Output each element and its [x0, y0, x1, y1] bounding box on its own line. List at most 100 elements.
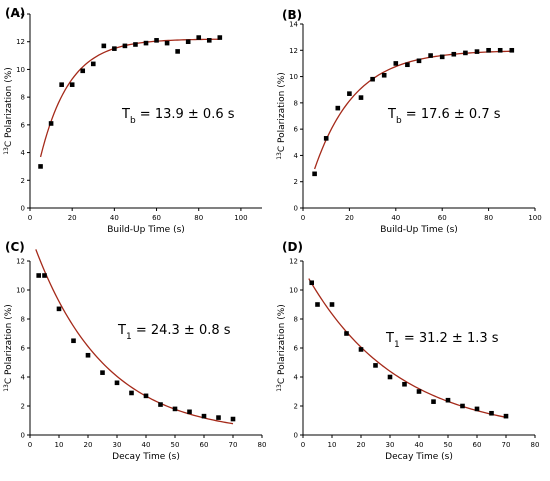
y-tick-label: 4 — [294, 152, 299, 160]
data-point — [323, 136, 329, 141]
data-point — [439, 54, 445, 60]
y-tick-label: 12 — [289, 47, 298, 55]
data-point — [133, 42, 138, 47]
x-axis-label: Build-Up Time (s) — [380, 225, 458, 235]
y-tick-label: 2 — [21, 403, 25, 411]
y-axis-label: 13C Polarization (%) — [3, 67, 15, 155]
data-point — [451, 51, 457, 57]
x-tick-label: 40 — [142, 441, 151, 449]
chart-panel-2: 0 20 40 60 80 100 0 2 4 6 8 10 12 14 Build-Up Time (s)… — [276, 8, 542, 235]
time-constant-annotation: T1 = 24.3 ± 0.8 s — [117, 323, 231, 342]
panel-label: (C) — [5, 240, 25, 254]
x-tick-label: 40 — [415, 441, 424, 449]
data-point — [509, 47, 515, 53]
y-tick-label: 6 — [294, 345, 299, 353]
data-point — [36, 273, 41, 278]
data-point — [172, 406, 178, 412]
data-point — [474, 406, 480, 412]
data-point — [101, 43, 107, 49]
data-point — [428, 53, 433, 58]
y-tick-label: 2 — [21, 177, 25, 185]
x-tick-label: 50 — [444, 441, 453, 449]
x-tick-label: 80 — [531, 441, 540, 449]
y-tick-label: 6 — [294, 126, 299, 134]
data-point — [370, 76, 375, 82]
panel-label: (D) — [282, 240, 303, 254]
y-tick-label: 12 — [289, 258, 298, 266]
y-tick-label: 0 — [294, 205, 298, 213]
x-tick-label: 60 — [200, 441, 209, 449]
data-point — [358, 347, 364, 352]
y-tick-label: 10 — [16, 287, 25, 295]
x-tick-label: 50 — [171, 441, 180, 449]
data-point — [387, 374, 393, 380]
time-constant-annotation: Tb = 13.9 ± 0.6 s — [121, 107, 235, 126]
x-tick-label: 10 — [328, 441, 337, 449]
fit-curve — [308, 278, 507, 418]
x-tick-label: 70 — [229, 441, 238, 449]
data-point — [230, 416, 236, 422]
y-tick-label: 10 — [289, 287, 298, 295]
data-point — [164, 40, 170, 46]
data-point — [71, 338, 76, 344]
data-point — [489, 410, 494, 416]
data-point — [80, 68, 86, 74]
x-tick-label: 30 — [113, 441, 122, 449]
data-point — [445, 397, 451, 403]
panel-label: (B) — [282, 8, 302, 22]
y-tick-label: 4 — [21, 374, 26, 382]
data-point — [315, 302, 320, 307]
data-point — [312, 171, 317, 177]
data-point — [463, 50, 468, 56]
data-point — [201, 413, 207, 419]
data-point — [373, 363, 378, 368]
y-tick-label: 0 — [21, 205, 25, 213]
x-tick-label: 70 — [502, 441, 511, 449]
data-point — [114, 380, 120, 386]
chart-panel-4: 0 10 20 30 40 50 60 70 80 0 2 4 6 8 10 12 Decay Time (s)… — [276, 240, 540, 462]
chart-panel-3: 0 10 20 30 40 50 60 70 80 0 2 4 6 8 10 12 Decay Time (s)… — [3, 240, 267, 462]
x-tick-label: 20 — [345, 214, 354, 222]
y-tick-label: 4 — [21, 149, 26, 157]
y-tick-label: 2 — [294, 403, 298, 411]
data-point — [112, 46, 117, 51]
x-tick-label: 80 — [484, 214, 493, 222]
chart-panel-1: 0 20 40 60 80 100 0 2 4 6 8 10 12 14 Build-Up Time (s)… — [3, 6, 262, 235]
y-tick-label: 12 — [16, 258, 25, 266]
data-point — [358, 95, 364, 100]
y-axis-label: 13C Polarization (%) — [276, 304, 288, 392]
x-tick-label: 60 — [152, 214, 161, 222]
fit-curve — [39, 38, 220, 158]
data-point — [416, 389, 422, 394]
x-tick-label: 100 — [234, 214, 247, 222]
data-point — [158, 402, 163, 407]
data-point — [460, 403, 465, 409]
panel-label: (A) — [5, 6, 25, 20]
x-tick-label: 10 — [55, 441, 64, 449]
y-tick-label: 10 — [16, 66, 25, 74]
x-axis-label: Build-Up Time (s) — [107, 225, 185, 235]
data-point — [405, 62, 410, 68]
data-point — [393, 61, 399, 66]
y-tick-label: 0 — [21, 432, 25, 440]
time-constant-annotation: T1 = 31.2 ± 1.3 s — [385, 331, 499, 350]
data-point — [381, 72, 387, 78]
y-tick-label: 8 — [294, 99, 298, 107]
y-tick-label: 0 — [294, 432, 298, 440]
data-point — [474, 49, 480, 54]
data-point — [309, 280, 314, 286]
y-tick-label: 6 — [21, 345, 26, 353]
x-tick-label: 60 — [473, 441, 482, 449]
x-tick-label: 0 — [28, 441, 32, 449]
y-tick-label: 14 — [289, 21, 298, 29]
data-point — [38, 164, 43, 169]
x-tick-label: 30 — [386, 441, 395, 449]
data-point — [129, 390, 134, 396]
data-point — [347, 91, 352, 96]
data-point — [217, 35, 223, 40]
data-point — [154, 38, 159, 43]
y-tick-label: 8 — [21, 94, 25, 102]
x-tick-label: 40 — [391, 214, 400, 222]
data-point — [143, 40, 149, 46]
